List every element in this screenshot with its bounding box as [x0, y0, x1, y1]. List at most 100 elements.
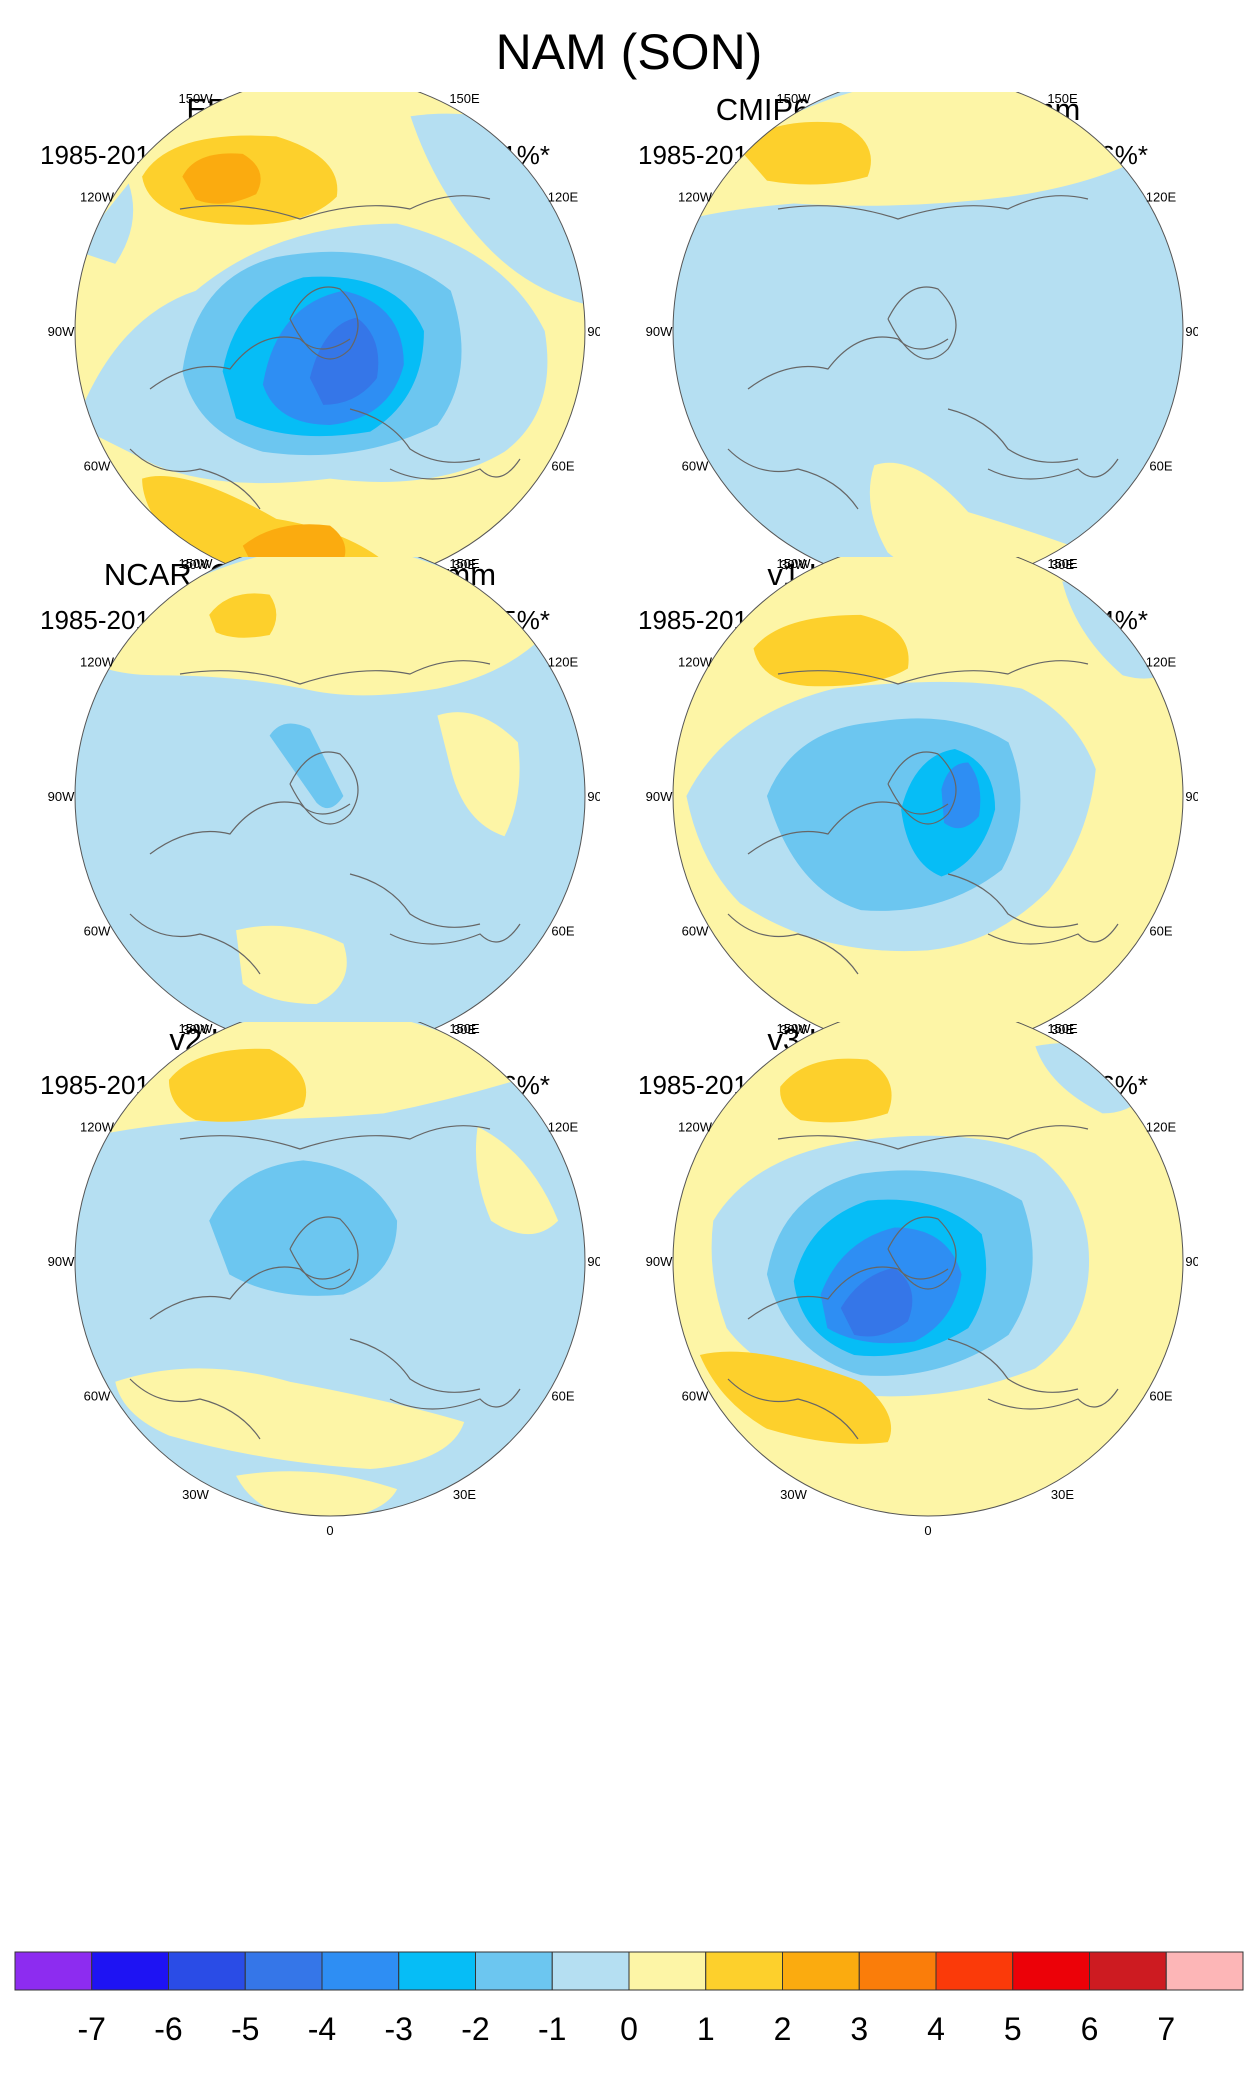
longitude-label: 90W	[646, 789, 673, 804]
longitude-label: 0	[924, 1523, 931, 1538]
coastlines	[727, 660, 1119, 975]
longitude-label: 120E	[548, 190, 579, 205]
longitude-label: 90E	[1185, 789, 1198, 804]
colorbar-tick-label: -6	[154, 2011, 182, 2047]
polar-map: 180150E120E90E60E30E030W60W90W120W150W	[646, 557, 1198, 1073]
polar-map: 180150E120E90E60E30E030W60W90W120W150W	[646, 92, 1198, 608]
coastlines	[727, 1125, 1119, 1440]
longitude-label: 90W	[48, 789, 75, 804]
colorbar-tick-label: -1	[538, 2011, 566, 2047]
longitude-label: 90E	[1185, 324, 1198, 339]
colorbar-swatch	[244, 1951, 323, 1991]
longitude-label: 30E	[1051, 1487, 1074, 1502]
contour-region	[740, 121, 871, 185]
colorbar-swatch	[475, 1951, 553, 1991]
longitude-label: 60E	[551, 1389, 574, 1404]
contour-region	[209, 593, 277, 638]
coastlines	[129, 660, 521, 975]
longitude-label: 150W	[777, 1022, 812, 1036]
contour-region	[168, 1048, 307, 1122]
longitude-label: 150E	[1047, 92, 1078, 106]
map-panel: CMIP6_MME-AMIP mmm1985-201437.6%*180150E…	[598, 92, 1198, 672]
longitude-label: 120E	[548, 1120, 579, 1135]
longitude-label: 0	[326, 1523, 333, 1538]
colorbar-swatch	[1165, 1951, 1244, 1991]
longitude-label: 90W	[48, 1254, 75, 1269]
colorbar-swatch	[398, 1951, 476, 1991]
longitude-label: 150W	[777, 557, 812, 571]
longitude-label: 120W	[678, 1120, 713, 1135]
longitude-label: 30W	[182, 1487, 209, 1502]
colorbar-tick-label: 7	[1157, 2011, 1175, 2047]
colorbar: -7 -6 -5 -4 -3 -2 -1 0 1 2 3 4 5 6 7	[14, 1951, 1244, 2047]
colorbar-swatch	[705, 1951, 783, 1991]
longitude-label: 150W	[179, 92, 214, 106]
contour-region	[115, 1368, 465, 1470]
colorbar-swatch	[782, 1951, 860, 1991]
longitude-label: 90W	[48, 324, 75, 339]
longitude-label: 120W	[80, 655, 115, 670]
coastlines	[727, 195, 1119, 510]
map-panel: ERA5-PSLmmm1985-201431.1%*180150E120E90E…	[0, 92, 600, 672]
longitude-label: 150E	[449, 92, 480, 106]
colorbar-swatch	[1012, 1951, 1090, 1991]
longitude-label: 120E	[548, 655, 579, 670]
colorbar-swatch	[168, 1951, 246, 1991]
colorbar-swatch	[551, 1951, 630, 1991]
colorbar-swatch	[14, 1951, 93, 1991]
colorbar-tick-label: 0	[620, 2011, 638, 2047]
map-boundary	[672, 1022, 1184, 1517]
contour-region	[475, 1126, 559, 1235]
longitude-label: 30E	[453, 557, 476, 572]
polar-map: 180150E120E90E60E30E030W60W90W120W150W	[48, 92, 600, 608]
map-panel: v1.LR-AMIP mmm1985-201422.4%*180150E120E…	[598, 557, 1198, 1137]
longitude-label: 60W	[84, 1389, 111, 1404]
longitude-label: 120E	[1146, 190, 1177, 205]
map-panel: v2.LR-AMIP mmm1985-201422.6%*180150E120E…	[0, 1022, 600, 1602]
polar-map: 180150E120E90E60E30E030W60W90W120W150W	[48, 1022, 600, 1538]
figure-title: NAM (SON)	[495, 24, 763, 80]
longitude-label: 150E	[449, 557, 480, 571]
longitude-label: 90E	[1185, 1254, 1198, 1269]
map-boundary	[74, 1022, 586, 1517]
contour-region	[437, 712, 520, 837]
colorbar-swatch	[858, 1951, 937, 1991]
longitude-label: 30W	[780, 557, 807, 572]
longitude-label: 120E	[1146, 655, 1177, 670]
longitude-label: 120W	[678, 655, 713, 670]
longitude-label: 30W	[780, 1022, 807, 1037]
longitude-label: 120W	[678, 190, 713, 205]
map-panel: NCAR_CESM2-AMIP mmm1985-201426.5%*180150…	[0, 557, 600, 1137]
contour-region	[309, 317, 379, 405]
contour-region	[236, 925, 347, 1005]
colorbar-tick-label: -5	[231, 2011, 259, 2047]
longitude-label: 120W	[80, 190, 115, 205]
longitude-label: 60W	[84, 924, 111, 939]
map-panel: v3.LR-AMIP mmm1985-201427.6%*180150E120E…	[598, 1022, 1198, 1602]
polar-map: 180150E120E90E60E30E030W60W90W120W150W	[48, 557, 600, 1073]
longitude-label: 60E	[1149, 1389, 1172, 1404]
colorbar-tick-label: -7	[78, 2011, 106, 2047]
contour-region	[840, 1267, 913, 1337]
contour-region	[269, 723, 344, 809]
longitude-label: 30E	[453, 1022, 476, 1037]
contour-region	[673, 92, 1157, 224]
longitude-label: 150E	[449, 1022, 480, 1036]
longitude-label: 60E	[1149, 459, 1172, 474]
colorbar-tick-label: 4	[927, 2011, 945, 2047]
colorbar-tick-label: 1	[697, 2011, 715, 2047]
longitude-label: 30E	[1051, 1022, 1074, 1037]
colorbar-swatch	[91, 1951, 169, 1991]
contour-region	[182, 153, 261, 204]
colorbar-swatch	[321, 1951, 400, 1991]
longitude-label: 30E	[1051, 557, 1074, 572]
longitude-label: 90E	[587, 324, 600, 339]
colorbar-tick-label: -3	[385, 2011, 413, 2047]
colorbar-tick-label: 3	[850, 2011, 868, 2047]
colorbar-swatch	[628, 1951, 707, 1991]
longitude-label: 150E	[1047, 557, 1078, 571]
longitude-label: 120E	[1146, 1120, 1177, 1135]
longitude-label: 90W	[646, 324, 673, 339]
longitude-label: 150W	[179, 1022, 214, 1036]
longitude-label: 60W	[682, 924, 709, 939]
